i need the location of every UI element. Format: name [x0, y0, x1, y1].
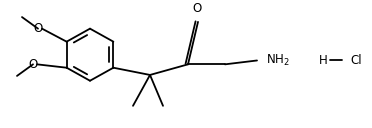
Text: H: H	[319, 54, 327, 67]
Text: NH$_2$: NH$_2$	[266, 53, 290, 68]
Text: O: O	[192, 2, 201, 15]
Text: O: O	[33, 22, 43, 35]
Text: Cl: Cl	[350, 54, 362, 67]
Text: O: O	[28, 58, 38, 71]
